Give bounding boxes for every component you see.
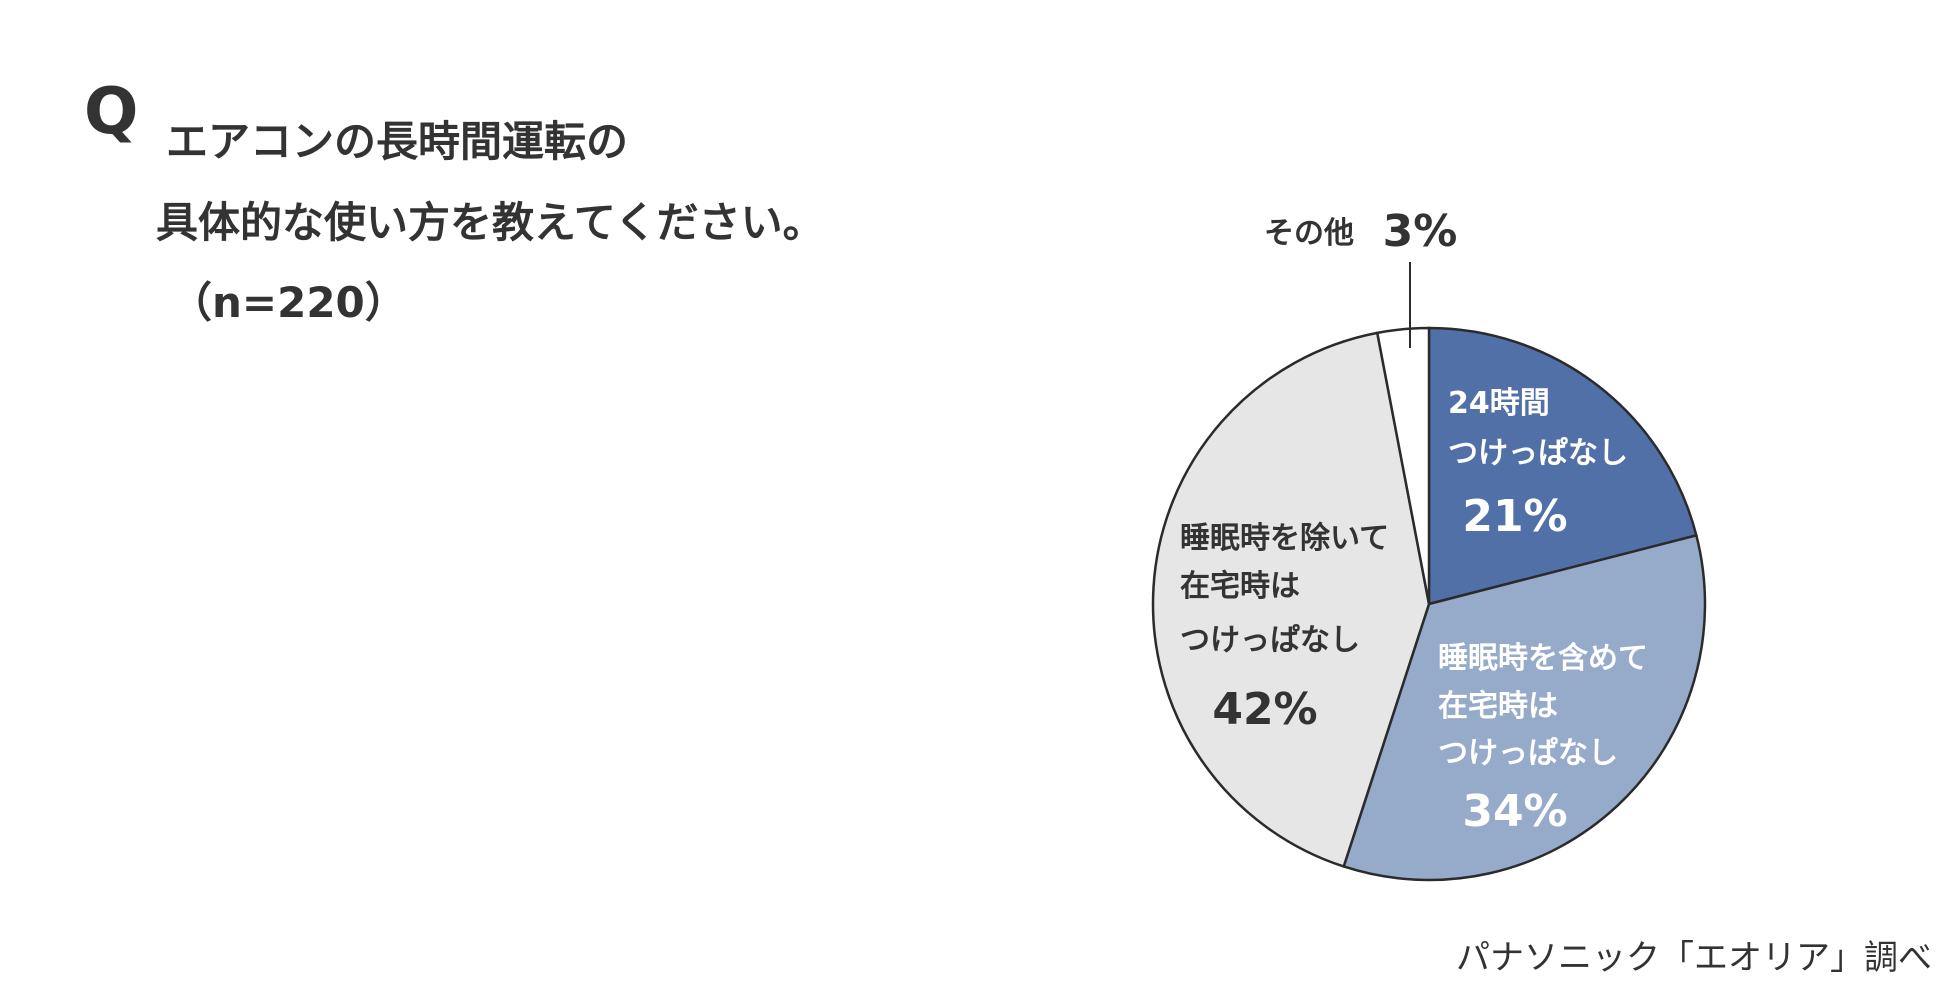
slice-3-label-line-3: つけっぱなし [1180, 623, 1360, 658]
slice-3-value-label: 42% [1212, 684, 1317, 735]
pie-slice-3 [1151, 331, 1431, 869]
source-note: パナソニック「エオリア」調べ [1456, 938, 1932, 978]
slice-4-label-line-1: その他 [1264, 216, 1354, 251]
pie-slice-4 [1375, 326, 1431, 605]
slice-2-value-label: 34% [1462, 786, 1567, 837]
question-line-2: 具体的な使い方を教えてください。 [156, 198, 825, 247]
slice-1-label-line-2: つけっぱなし [1448, 436, 1628, 471]
slice-2-label-line-2: 在宅時は [1438, 689, 1558, 724]
slice-2-label-line-1: 睡眠時を含めて [1438, 641, 1648, 676]
question-line-1: エアコンの長時間運転の [166, 117, 629, 166]
question-mark: Q [84, 75, 139, 149]
pie-slice-2 [1342, 533, 1707, 882]
slice-3-label-line-1: 睡眠時を除いて [1180, 521, 1389, 556]
pie-slice-1 [1427, 326, 1698, 606]
slice-2-label-line-3: つけっぱなし [1438, 736, 1618, 771]
slice-4-value-label: 3% [1383, 206, 1458, 257]
slice-1-label-line-1: 24時間 [1448, 386, 1550, 421]
slice-3-label-line-2: 在宅時は [1180, 569, 1300, 604]
question-sample-size: （n=220） [170, 278, 407, 327]
slice-1-value-label: 21% [1462, 491, 1567, 542]
